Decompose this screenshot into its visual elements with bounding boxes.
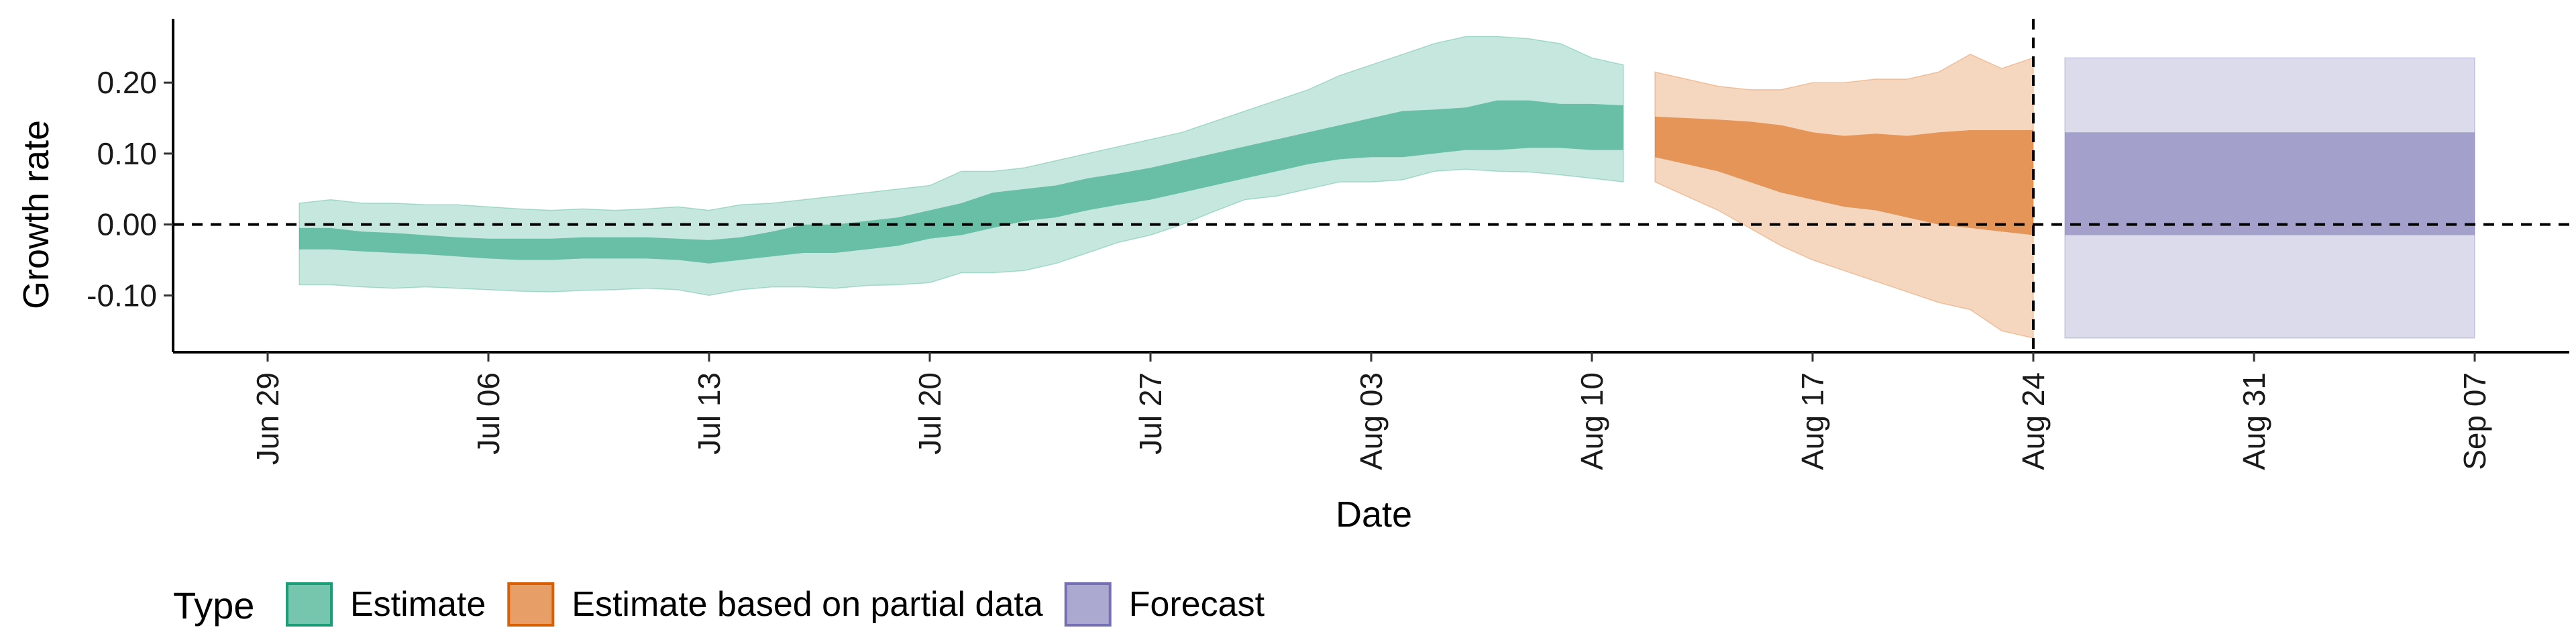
x-axis-title: Date <box>1336 494 1412 535</box>
legend-title: Type <box>173 584 254 627</box>
x-tick-label: Aug 31 <box>2237 372 2271 470</box>
x-tick-label: Jul 06 <box>471 372 506 455</box>
x-tick-label: Jul 13 <box>692 372 727 455</box>
legend-label-estimate: Estimate <box>350 585 486 624</box>
x-tick-label: Jul 27 <box>1133 372 1168 455</box>
y-tick-label: 0.00 <box>97 207 157 242</box>
x-tick-label: Aug 10 <box>1574 372 1609 470</box>
estimate-band-90 <box>299 36 1624 297</box>
axes: 0.20 0.10 0.00 -0.10 Jun 29 Jul 06 Jul 13 Jul 2… <box>87 19 2569 470</box>
x-tick-label: Sep 07 <box>2457 372 2492 470</box>
x-tick-label: Jul 20 <box>912 372 947 455</box>
estimate-band-50 <box>299 100 1623 264</box>
x-tick-label: Jun 29 <box>250 372 285 465</box>
y-tick-label: 0.10 <box>97 136 157 171</box>
legend-label-estimate-based-on-partial-data: Estimate based on partial data <box>572 585 1043 624</box>
legend: Type Estimate Estimate based on partial d… <box>173 582 1265 627</box>
y-axis-title: Growth rate <box>16 120 56 309</box>
legend-key-estimate-based-on-partial-data <box>507 582 555 627</box>
legend-label-forecast: Forecast <box>1129 585 1265 624</box>
legend-key-forecast <box>1064 582 1112 627</box>
plot-area <box>173 19 2569 352</box>
x-tick-label: Aug 24 <box>2016 372 2051 470</box>
x-tick-label: Aug 03 <box>1354 372 1389 470</box>
y-tick-label: 0.20 <box>97 65 157 100</box>
forecast-band-50 <box>2065 132 2475 235</box>
estimate-based-on-partial-data-band-50 <box>1655 116 2033 235</box>
x-tick-label: Aug 17 <box>1795 372 1830 470</box>
y-tick-label: -0.10 <box>87 278 157 313</box>
legend-key-estimate <box>286 582 333 627</box>
